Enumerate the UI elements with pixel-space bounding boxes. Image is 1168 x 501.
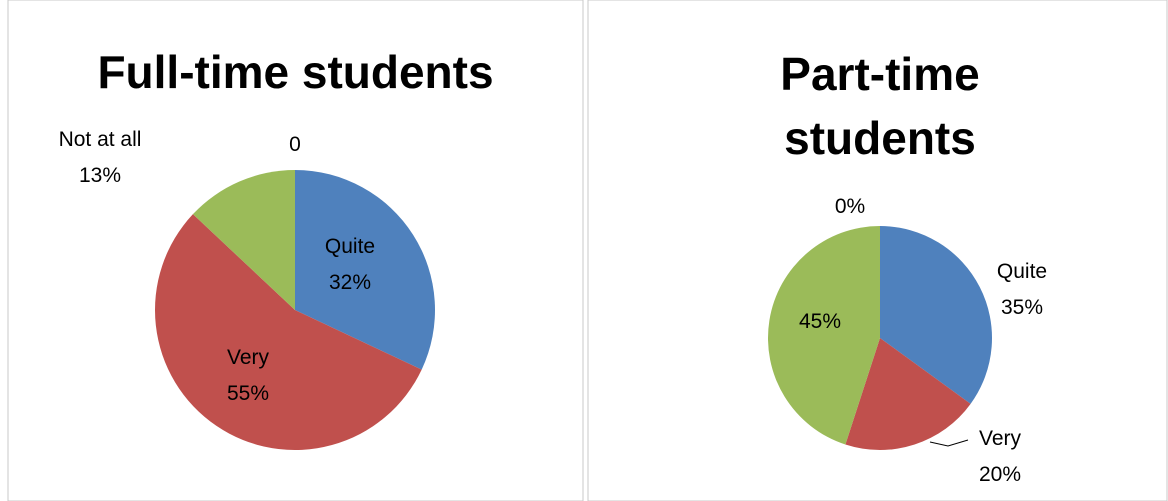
category-label: Not at all: [58, 128, 142, 151]
pie-slice: [295, 170, 436, 370]
category-label: Very: [978, 427, 1022, 450]
data-label: Not at all 13%: [45, 122, 155, 194]
panel-border: [587, 0, 1168, 501]
data-label: 0: [265, 127, 325, 163]
value-label: 45%: [798, 310, 842, 333]
value-label: 32%: [328, 271, 372, 294]
category-label: Very: [226, 346, 270, 369]
value-label: 0: [289, 133, 301, 156]
category-label: Quite: [996, 260, 1048, 283]
data-label: Quite 32%: [310, 229, 390, 301]
data-label: 45%: [780, 304, 860, 340]
pie-slice: [880, 226, 993, 404]
pie-slice: [845, 338, 971, 451]
category-label: Quite: [324, 235, 376, 258]
pie-slice: [768, 226, 880, 445]
panel-border: [7, 0, 584, 501]
pie-slice: [192, 170, 295, 310]
value-label: 35%: [1000, 296, 1044, 319]
pie-slice: [154, 214, 422, 451]
data-label: Very 55%: [208, 340, 288, 412]
data-label: 0%: [820, 189, 880, 225]
data-label: Quite 35%: [982, 254, 1062, 326]
leader-line: [929, 439, 969, 447]
value-label: 13%: [78, 164, 122, 187]
chart-title: Part-time students: [780, 48, 980, 164]
value-label: 0%: [834, 195, 866, 218]
value-label: 20%: [978, 463, 1022, 486]
data-label: Very 20%: [960, 421, 1040, 493]
chart-title: Full-time students: [97, 46, 494, 98]
value-label: 55%: [226, 382, 270, 405]
